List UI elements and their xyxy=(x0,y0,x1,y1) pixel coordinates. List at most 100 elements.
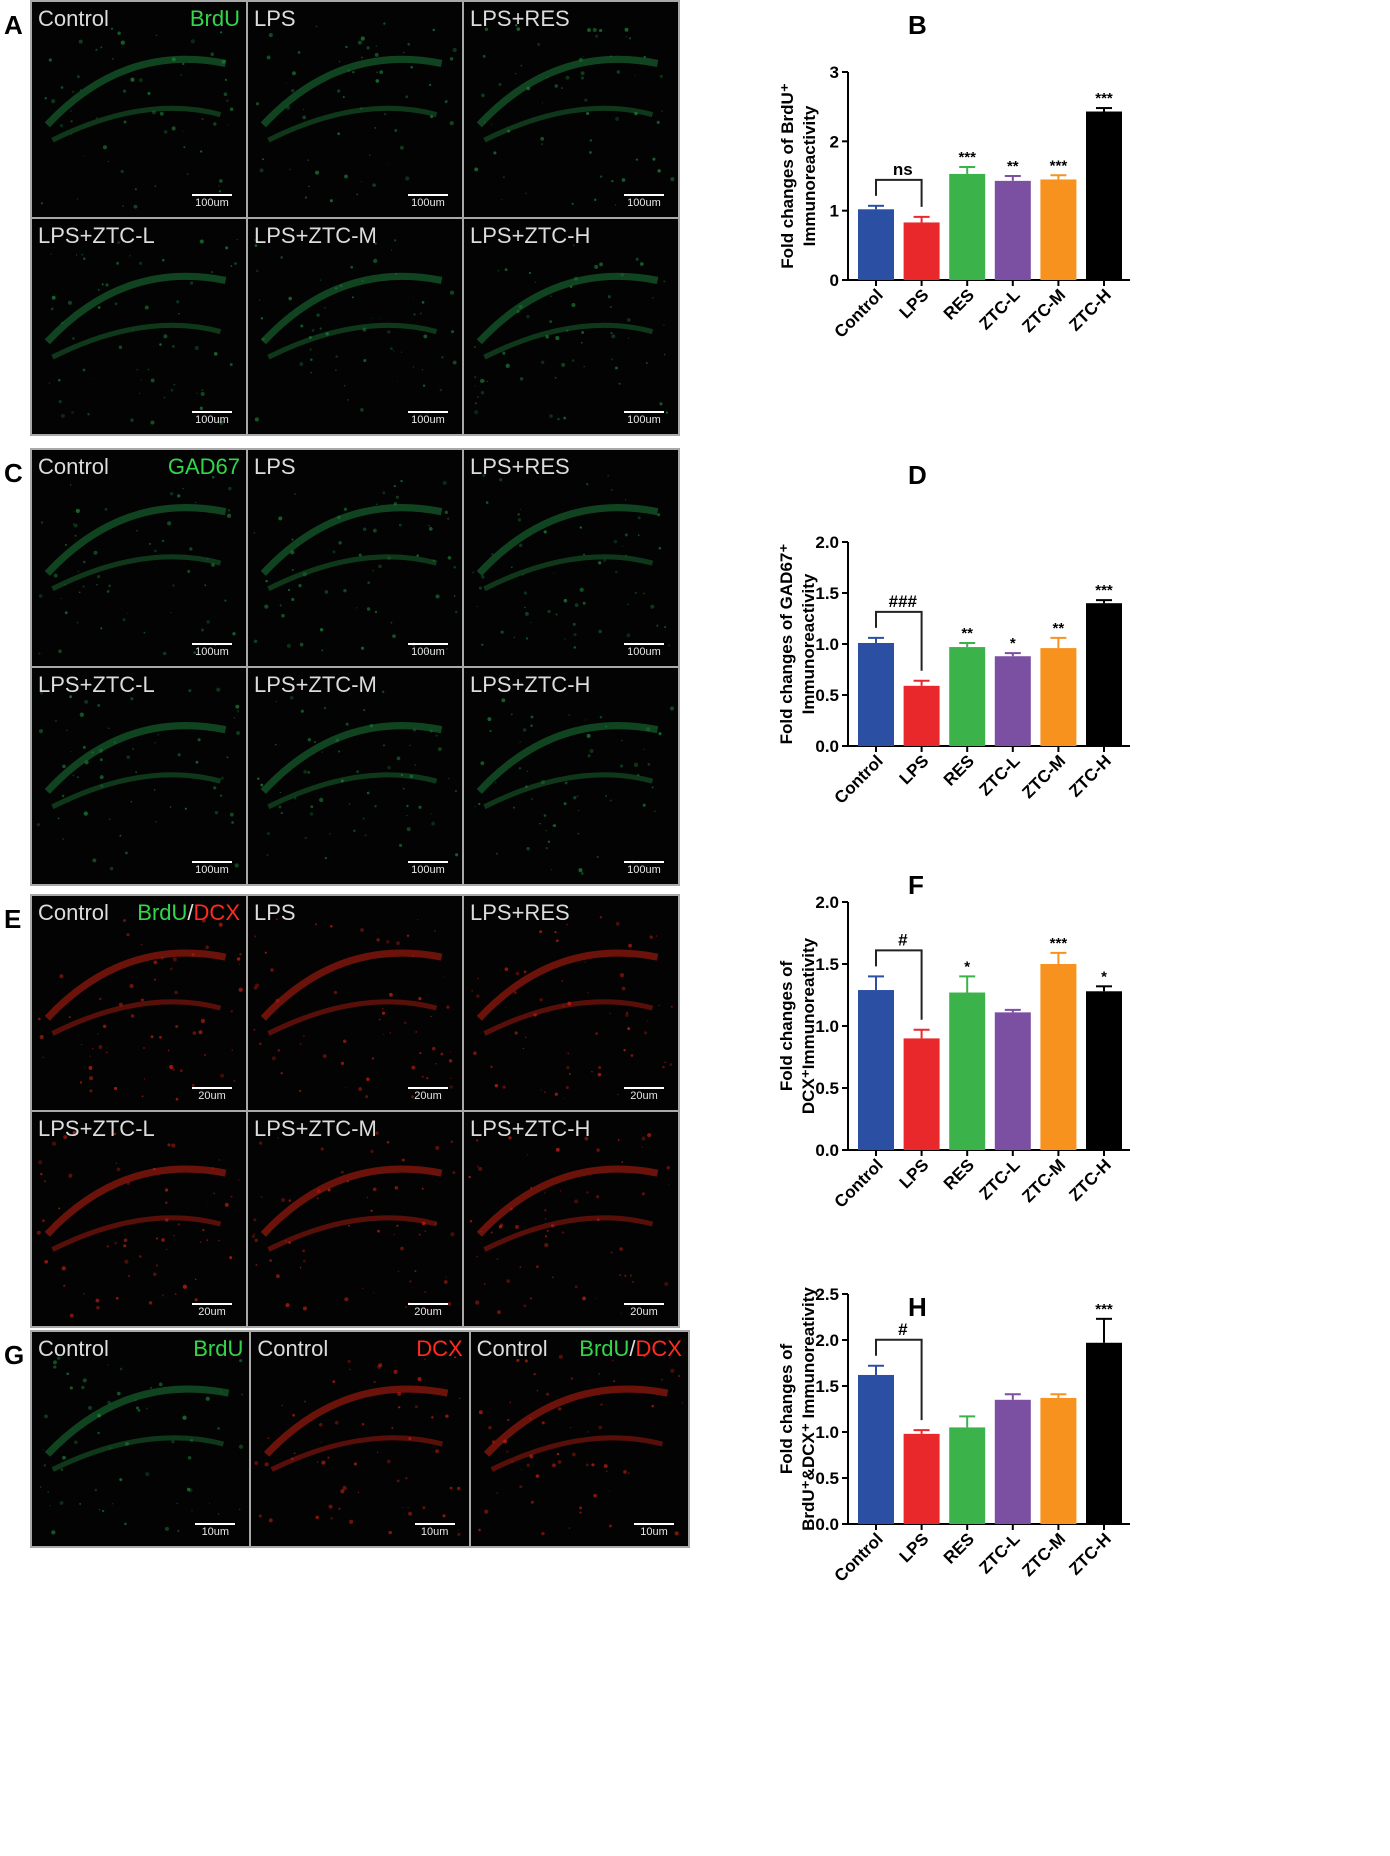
micrograph-panel: LPS+ZTC-M 100um xyxy=(248,219,462,434)
y-tick-label: 0.5 xyxy=(815,686,839,705)
y-tick-label: 2 xyxy=(830,132,839,151)
significance-label: *** xyxy=(958,149,976,166)
bar-ztc-h xyxy=(1086,991,1122,1150)
scale-bar-text: 20um xyxy=(198,1090,226,1102)
panel-title: LPS+ZTC-L xyxy=(38,223,155,248)
bracket-label: # xyxy=(898,1320,908,1339)
scale-bar-text: 100um xyxy=(411,864,445,876)
panel-label-h: H xyxy=(908,1292,927,1322)
x-tick-label: ZTC-L xyxy=(975,1529,1023,1577)
micrograph-panel: LPS 100um xyxy=(248,2,462,217)
comparison-bracket xyxy=(875,949,923,1020)
x-tick-label: RES xyxy=(940,285,978,323)
panel-title: LPS xyxy=(254,900,296,925)
bracket-label: ns xyxy=(893,160,913,179)
tissue-image xyxy=(255,22,457,203)
y-tick-label: 0 xyxy=(830,271,839,290)
y-axis-label: Immunoreactivity xyxy=(799,573,818,714)
x-tick-label: Control xyxy=(831,1529,887,1585)
scale-bar-line xyxy=(624,861,664,863)
bar-control xyxy=(858,1374,894,1524)
tissue-image xyxy=(38,470,236,656)
bar-chart-f: 0.0 0.5 1.0 1.5 2.0 Fold changes of DCX⁺Immuno… xyxy=(777,893,1130,1212)
y-tick-label: 1.0 xyxy=(815,1017,839,1036)
marker-green-label: GAD67 xyxy=(167,454,240,479)
tissue-image xyxy=(251,1131,456,1311)
scale-bar-line xyxy=(624,194,664,196)
scale-bar-text: 100um xyxy=(195,197,229,209)
bar-ztc-m xyxy=(1040,648,1077,746)
scale-bar-line xyxy=(414,1523,455,1525)
y-axis-label: DCX⁺Immunoreativity xyxy=(799,937,818,1114)
micrograph-panel: Control GAD67 100um xyxy=(32,450,246,666)
significance-label: * xyxy=(964,958,970,975)
significance-label: * xyxy=(1101,968,1107,985)
panel-title: LPS+ZTC-M xyxy=(254,223,377,248)
bracket-label: ### xyxy=(889,592,918,611)
x-tick-label: ZTC-L xyxy=(975,285,1023,333)
bracket-label: # xyxy=(898,930,908,949)
comparison-bracket xyxy=(875,1338,923,1421)
marker-label: BrdU xyxy=(190,6,240,32)
scale-bar: 20um xyxy=(192,1303,232,1318)
tissue-image xyxy=(44,238,238,425)
scale-bar-line xyxy=(624,1303,664,1305)
panel-label-g: G xyxy=(4,1340,25,1370)
panel-title: LPS+ZTC-H xyxy=(470,672,591,697)
tissue-image xyxy=(39,1356,244,1535)
bar-res xyxy=(949,992,986,1150)
tissue-image xyxy=(253,479,458,653)
x-tick-label: ZTC-M xyxy=(1018,285,1069,336)
scale-bar-line xyxy=(633,1523,674,1525)
marker-label: BrdU/DCX xyxy=(579,1336,682,1362)
scale-bar-text: 20um xyxy=(198,1306,226,1318)
tissue-image xyxy=(254,239,457,422)
significance-label: *** xyxy=(1050,157,1068,174)
x-tick-label: ZTC-H xyxy=(1065,1155,1114,1204)
panel-title: LPS+ZTC-M xyxy=(254,672,377,697)
scale-bar-text: 100um xyxy=(411,646,445,658)
x-tick-label: LPS xyxy=(896,285,933,322)
scale-bar: 100um xyxy=(192,861,232,876)
scale-bar-line xyxy=(192,1087,232,1089)
x-tick-label: ZTC-L xyxy=(975,751,1023,799)
scale-bar-text: 20um xyxy=(630,1090,658,1102)
scale-bar-line xyxy=(624,411,664,413)
x-tick-label: Control xyxy=(831,751,887,807)
panel-title: Control xyxy=(257,1336,329,1361)
marker-label: BrdU xyxy=(193,1336,243,1362)
y-tick-label: 2.5 xyxy=(815,1285,839,1304)
tissue-image xyxy=(40,27,234,209)
marker-separator: / xyxy=(187,900,194,925)
micrograph-grid-e: Control BrdU/DCX 20um LPS 20um LPS+RES 20um LPS… xyxy=(30,894,680,1328)
y-tick-label: 0.5 xyxy=(815,1079,839,1098)
micrograph-panel: LPS+ZTC-M 100um xyxy=(248,668,462,884)
bar-ztc-l xyxy=(994,1399,1031,1524)
scale-bar-line xyxy=(624,643,664,645)
y-tick-label: 0.0 xyxy=(815,1515,839,1534)
bar-control xyxy=(858,990,894,1150)
scale-bar: 100um xyxy=(408,194,448,209)
scale-bar: 20um xyxy=(408,1087,448,1102)
marker-red-label: DCX xyxy=(193,900,240,925)
y-tick-label: 1.5 xyxy=(815,1377,839,1396)
scale-bar: 100um xyxy=(192,194,232,209)
x-tick-label: LPS xyxy=(896,751,933,788)
scale-bar-text: 10um xyxy=(420,1526,449,1538)
micrograph-panel: Control BrdU/DCX 10um xyxy=(470,1332,688,1546)
y-tick-label: 1.5 xyxy=(815,584,839,603)
x-tick-label: RES xyxy=(940,1529,978,1567)
bar-ztc-l xyxy=(994,180,1031,280)
panel-label-e: E xyxy=(4,904,22,934)
bar-lps xyxy=(903,1038,940,1150)
panel-title: LPS+ZTC-M xyxy=(254,1116,377,1141)
y-tick-label: 1.0 xyxy=(815,1423,839,1442)
micrograph-panel: LPS 20um xyxy=(248,896,462,1110)
x-tick-label: ZTC-H xyxy=(1065,751,1114,800)
scale-bar-text: 100um xyxy=(627,414,661,426)
scale-bar-text: 100um xyxy=(627,864,661,876)
scale-bar-text: 100um xyxy=(195,414,229,426)
scale-bar-text: 10um xyxy=(640,1526,668,1538)
significance-label: ** xyxy=(1007,158,1019,175)
scale-bar-line xyxy=(192,411,232,413)
